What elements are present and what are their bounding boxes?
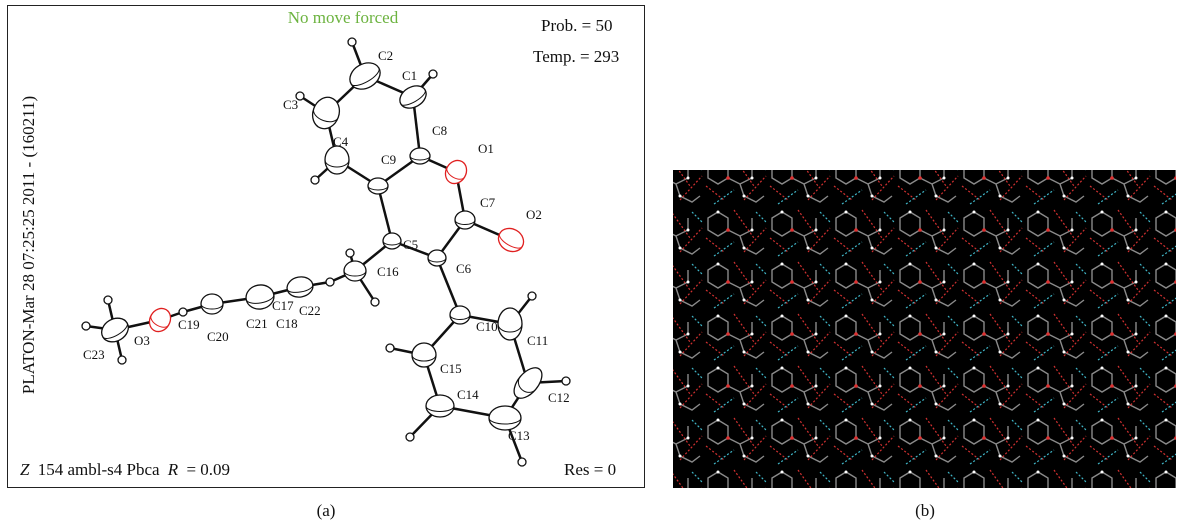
atom-label: C15 bbox=[440, 361, 462, 376]
atom-label: C12 bbox=[548, 390, 570, 405]
atom bbox=[97, 313, 132, 346]
atom bbox=[498, 308, 522, 340]
packing-image bbox=[673, 170, 1176, 488]
atom-label: C10 bbox=[476, 319, 498, 334]
header: No move forced bbox=[288, 8, 399, 27]
atom bbox=[383, 233, 401, 249]
atom-label: C3 bbox=[283, 97, 298, 112]
prob: Prob. = 50 bbox=[541, 16, 612, 35]
atom bbox=[494, 224, 528, 256]
atom-label: C2 bbox=[378, 48, 393, 63]
atom-label: C16 bbox=[377, 264, 399, 279]
caption: (b) bbox=[915, 501, 935, 520]
atom bbox=[426, 395, 454, 417]
atom bbox=[145, 305, 174, 336]
atom-label: C14 bbox=[457, 387, 479, 402]
atom-label: C5 bbox=[403, 237, 418, 252]
r-symbol: R bbox=[167, 460, 179, 479]
temp: Temp. = 293 bbox=[533, 47, 619, 66]
atom bbox=[528, 292, 536, 300]
atom bbox=[412, 343, 436, 367]
figure: No move forced Prob. = 50 Temp. = 293 PL… bbox=[0, 0, 1190, 526]
footer-left: Z 154 ambl-s4 Pbca R = 0.09 bbox=[20, 460, 230, 479]
atom bbox=[285, 275, 314, 299]
atom bbox=[368, 178, 388, 194]
atom-label: C23 bbox=[83, 347, 105, 362]
atom bbox=[428, 250, 446, 266]
atom-label: C17 bbox=[272, 298, 294, 313]
atom-label: O1 bbox=[478, 141, 494, 156]
atom-label: O3 bbox=[134, 333, 150, 348]
atom-label: C6 bbox=[456, 261, 472, 276]
z-symbol: Z bbox=[20, 460, 30, 479]
atom bbox=[346, 249, 354, 257]
atom-label: O2 bbox=[526, 207, 542, 222]
atom bbox=[441, 157, 470, 188]
atom-label: C11 bbox=[527, 333, 548, 348]
atom bbox=[344, 261, 366, 281]
atom-label: C1 bbox=[402, 68, 417, 83]
atom bbox=[396, 81, 430, 112]
side-text: PLATON-Mar 28 07:25:25 2011 - (160211) bbox=[19, 96, 38, 394]
atom-label: C20 bbox=[207, 329, 229, 344]
atom-label: C4 bbox=[333, 134, 349, 149]
atom bbox=[118, 356, 126, 364]
atom bbox=[179, 308, 187, 316]
atom-label: C13 bbox=[508, 428, 530, 443]
atom bbox=[325, 146, 349, 174]
atom bbox=[348, 38, 356, 46]
footer-right: Res = 0 bbox=[564, 460, 616, 479]
atom-label: C19 bbox=[178, 317, 200, 332]
atom bbox=[386, 344, 394, 352]
atom-label: C18 bbox=[276, 316, 298, 331]
atom-label: C8 bbox=[432, 123, 447, 138]
r-value: = 0.09 bbox=[186, 460, 230, 479]
atom bbox=[562, 377, 570, 385]
atom bbox=[518, 458, 526, 466]
atom bbox=[429, 70, 437, 78]
caption: (a) bbox=[317, 501, 336, 520]
atom bbox=[201, 294, 223, 314]
atom bbox=[406, 433, 414, 441]
atom bbox=[371, 298, 379, 306]
atom bbox=[82, 322, 90, 330]
panel-a-frame bbox=[8, 6, 645, 488]
atom-label: C9 bbox=[381, 152, 396, 167]
atom-label: C22 bbox=[299, 303, 321, 318]
atom bbox=[489, 406, 521, 430]
atom bbox=[455, 211, 475, 229]
atom bbox=[326, 278, 334, 286]
atom bbox=[410, 148, 430, 164]
atom-label: C7 bbox=[480, 195, 496, 210]
atom-label: C21 bbox=[246, 316, 268, 331]
footer-text: 154 ambl-s4 Pbca bbox=[38, 460, 160, 479]
atom bbox=[311, 176, 319, 184]
molecule bbox=[82, 38, 570, 466]
atom bbox=[104, 296, 112, 304]
atom bbox=[450, 306, 470, 324]
